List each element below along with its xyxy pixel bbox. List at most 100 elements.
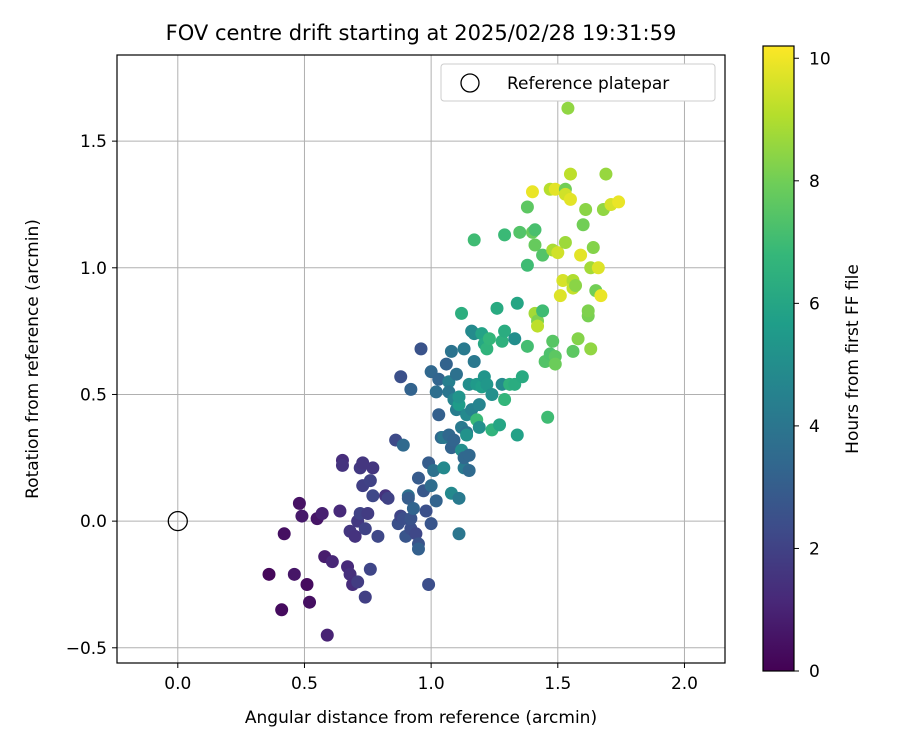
data-point xyxy=(348,529,362,543)
data-point xyxy=(455,306,469,320)
data-point xyxy=(520,339,534,353)
plot-frame xyxy=(116,54,726,664)
data-point xyxy=(510,428,524,442)
x-tick-label: 2.0 xyxy=(671,674,698,694)
data-point xyxy=(424,479,438,493)
y-tick-label: 0.0 xyxy=(80,512,107,532)
data-point xyxy=(295,509,309,523)
data-point xyxy=(411,471,425,485)
data-point xyxy=(584,342,598,356)
reference-point-marker xyxy=(167,510,188,532)
data-point xyxy=(432,408,446,422)
data-point xyxy=(498,228,512,242)
data-point xyxy=(480,342,494,356)
data-points xyxy=(262,101,626,642)
data-point xyxy=(404,382,418,396)
legend-marker-icon xyxy=(460,73,480,93)
reference-marker-layer xyxy=(167,510,188,532)
data-point xyxy=(427,463,441,477)
data-point xyxy=(574,248,588,262)
grid-lines xyxy=(117,55,725,663)
data-point xyxy=(482,332,496,346)
data-point xyxy=(462,448,476,462)
data-point xyxy=(325,555,339,569)
x-axis-label: Angular distance from reference (arcmin) xyxy=(245,708,597,728)
data-point xyxy=(287,567,301,581)
data-point xyxy=(548,357,562,371)
x-tick-label: 1.0 xyxy=(418,674,445,694)
data-point xyxy=(333,504,347,518)
data-point xyxy=(457,342,471,356)
data-point xyxy=(556,273,570,287)
data-point xyxy=(467,233,481,247)
data-point xyxy=(490,301,504,315)
data-point xyxy=(569,279,583,293)
data-point xyxy=(262,567,276,581)
data-point xyxy=(363,474,377,488)
data-point xyxy=(452,390,466,404)
data-point xyxy=(493,418,507,432)
data-point xyxy=(563,192,577,206)
data-point xyxy=(396,438,410,452)
colorbar-ticks: 0 2 4 6 8 10 xyxy=(794,49,831,682)
legend-box xyxy=(440,63,716,102)
data-point xyxy=(591,261,605,275)
data-point xyxy=(571,332,585,346)
data-point xyxy=(363,562,377,576)
data-point xyxy=(551,246,565,260)
data-point xyxy=(292,496,306,510)
data-point xyxy=(361,507,375,521)
data-point xyxy=(419,504,433,518)
data-point xyxy=(548,182,562,196)
data-point xyxy=(452,491,466,505)
data-point xyxy=(277,527,291,541)
x-tick-label: 0.5 xyxy=(291,674,318,694)
data-point xyxy=(515,370,529,384)
data-point xyxy=(498,324,512,338)
data-point xyxy=(525,185,539,199)
colorbar-tick-label: 0 xyxy=(809,662,820,682)
data-point xyxy=(424,517,438,531)
data-point xyxy=(452,527,466,541)
data-point xyxy=(612,195,626,209)
data-point xyxy=(303,595,317,609)
data-point xyxy=(579,203,593,217)
colorbar-tick-label: 4 xyxy=(809,417,820,437)
data-point xyxy=(528,223,542,237)
data-point xyxy=(546,334,560,348)
data-point xyxy=(414,342,428,356)
data-point xyxy=(404,512,418,526)
axis-ticks: 0.0 0.5 1.0 1.5 2.0 −0.5 0.0 0.5 1.0 1.5 xyxy=(66,132,698,694)
data-point xyxy=(536,304,550,318)
data-point xyxy=(447,433,461,447)
data-point xyxy=(429,385,443,399)
chart-title: FOV centre drift starting at 2025/02/28 … xyxy=(166,21,677,45)
data-point xyxy=(366,461,380,475)
data-point xyxy=(495,334,509,348)
y-tick-label: 1.0 xyxy=(80,259,107,279)
data-point xyxy=(432,372,446,386)
data-point xyxy=(429,494,443,508)
data-point xyxy=(371,529,385,543)
data-point xyxy=(358,590,372,604)
data-point xyxy=(381,491,395,505)
data-point xyxy=(586,241,600,255)
data-point xyxy=(275,603,289,617)
data-point xyxy=(462,463,476,477)
data-point xyxy=(472,420,486,434)
data-point xyxy=(356,456,370,470)
data-point xyxy=(366,489,380,503)
legend: Reference platepar xyxy=(440,63,716,102)
data-point xyxy=(401,491,415,505)
data-point xyxy=(563,167,577,181)
data-point xyxy=(394,370,408,384)
data-point xyxy=(508,332,522,346)
data-point xyxy=(472,398,486,412)
data-point xyxy=(315,507,329,521)
data-point xyxy=(460,428,474,442)
data-point xyxy=(439,357,453,371)
data-point xyxy=(358,522,372,536)
colorbar-label: Hours from first FF file xyxy=(843,264,863,454)
data-point xyxy=(553,289,567,303)
data-point xyxy=(422,577,436,591)
